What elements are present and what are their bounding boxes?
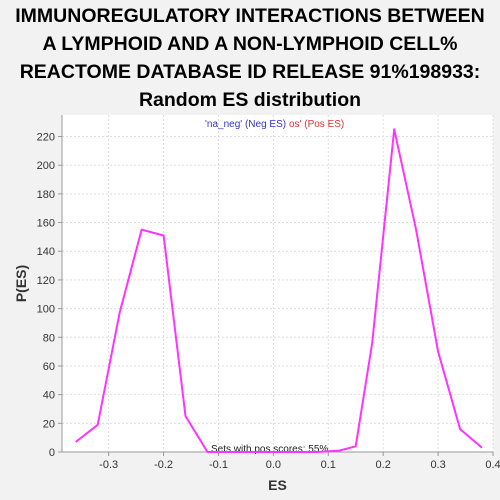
chart-title-line-3: REACTOME DATABASE ID RELEASE 91%198933:	[19, 61, 481, 83]
x-axis-label: ES	[268, 477, 287, 493]
x-tick-label: -0.3	[99, 459, 118, 471]
x-tick-label: 0.2	[376, 459, 391, 471]
x-tick-label: 0.3	[430, 459, 445, 471]
x-tick-label: -0.1	[209, 459, 228, 471]
chart-title: IMMUNOREGULATORY INTERACTIONS BETWEEN A …	[0, 2, 500, 114]
y-tick-label: 160	[37, 218, 55, 230]
y-tick-label: 100	[37, 304, 55, 316]
y-tick-label: 80	[43, 332, 55, 344]
pos-scores-annotation: Sets with pos scores: 55%	[211, 444, 328, 455]
y-axis-label: P(ES)	[13, 265, 29, 302]
chart-title-line-1: IMMUNOREGULATORY INTERACTIONS BETWEEN	[15, 5, 485, 27]
y-tick-label: 20	[43, 418, 55, 430]
y-tick-label: 60	[43, 361, 55, 373]
es-distribution-line	[75, 128, 483, 453]
y-tick-label: 0	[49, 447, 55, 459]
plot-area	[62, 115, 493, 452]
chart-title-line-2: A LYMPHOID AND A NON-LYMPHOID CELL%	[42, 33, 458, 55]
legend-neg-label: 'na_neg' (Neg ES)	[205, 119, 286, 130]
x-tick-label: 0.4	[485, 459, 500, 471]
y-tick-label: 140	[37, 246, 55, 258]
x-tick-label: -0.2	[154, 459, 173, 471]
y-tick-label: 200	[37, 160, 55, 172]
chart-title-line-4: Random ES distribution	[138, 89, 362, 111]
y-tick-label: 40	[43, 390, 55, 402]
x-tick-label: 0.1	[321, 459, 336, 471]
y-tick-label: 120	[37, 275, 55, 287]
y-tick-label: 220	[37, 132, 55, 144]
x-tick-label: 0.0	[266, 459, 281, 471]
y-tick-label: 180	[37, 189, 55, 201]
legend-pos-label: os' (Pos ES)	[289, 119, 344, 130]
